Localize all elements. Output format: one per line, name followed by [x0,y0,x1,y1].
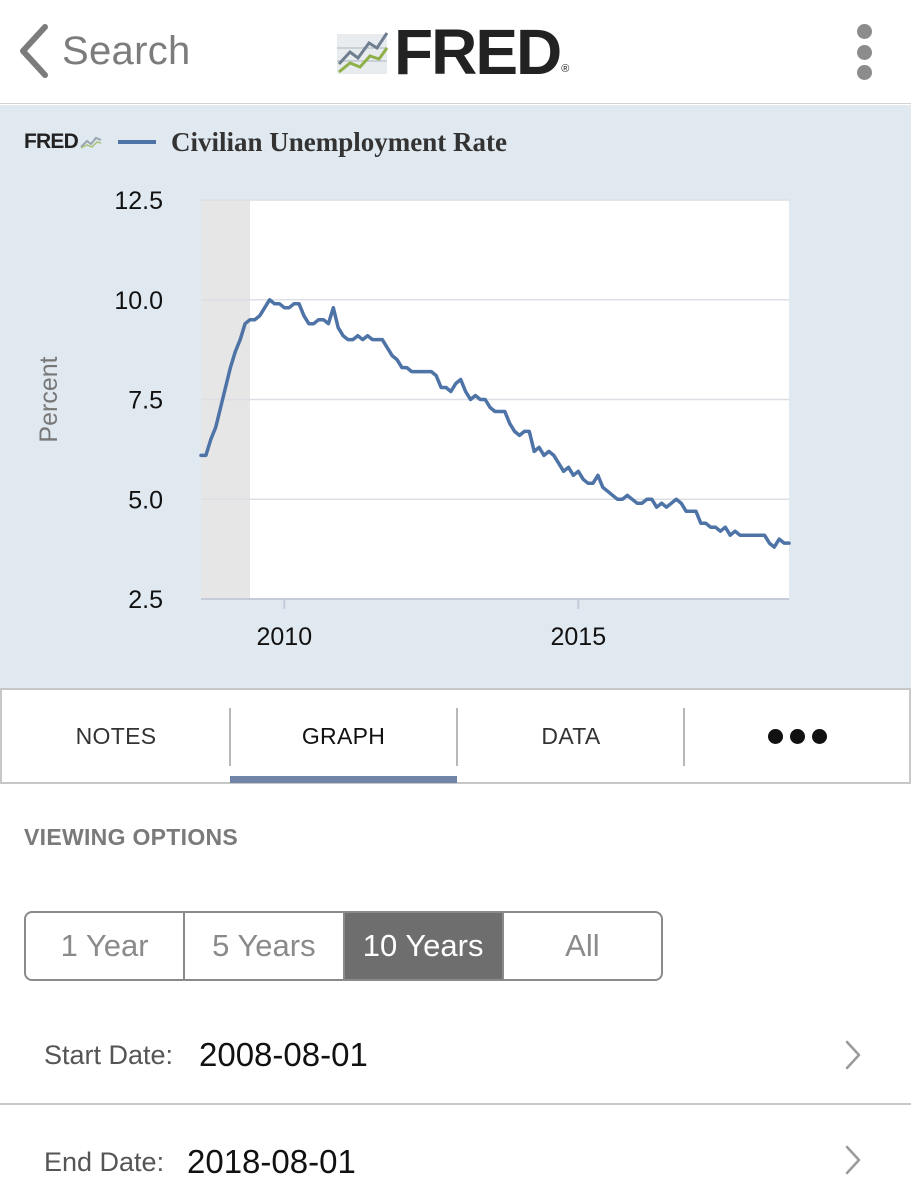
range-1-year[interactable]: 1 Year [26,913,186,979]
mini-chart-logo-icon [80,136,102,149]
y-tick-label: 2.5 [128,586,163,614]
menu-dot [856,65,872,80]
end-date-row[interactable]: End Date: 2018-08-01 [0,1105,911,1200]
chevron-right-icon [845,1040,861,1070]
tab-divider [456,708,458,766]
y-tick-label: 12.5 [114,187,163,215]
y-tick-label: 7.5 [128,387,163,415]
x-tick-label: 2010 [256,623,312,651]
x-tick-label: 2015 [550,623,606,651]
range-10-years[interactable]: 10 Years [344,913,504,979]
y-tick-label: 5.0 [128,486,163,514]
chevron-right-icon [845,1145,861,1175]
tab-more[interactable] [685,690,909,782]
unemployment-chart: 12.5 10.0 7.5 5.0 2.5 2010 2015 Percent [35,187,791,651]
tab-divider [229,708,231,766]
registered-mark: ® [561,63,570,75]
tab-bar: NOTES GRAPH DATA [0,688,911,784]
chart-header: FRED Civilian Unemployment Rate [24,125,507,159]
legend-line-swatch [117,140,156,144]
tab-notes[interactable]: NOTES [75,722,157,749]
back-button[interactable]: Search [18,22,191,80]
active-tab-indicator [230,776,457,783]
fred-chart-logo-icon [337,32,389,74]
tab-graph[interactable]: GRAPH [301,722,386,749]
row-divider [0,1103,911,1105]
y-axis-label: Percent [35,356,63,442]
chevron-left-icon [20,24,48,78]
tab-divider [683,708,685,766]
range-5-years[interactable]: 5 Years [185,913,345,979]
menu-dot [856,24,872,39]
tab-data[interactable]: DATA [541,722,601,749]
start-date-row[interactable]: Start Date: 2008-08-01 [0,1006,911,1102]
chart-panel: 12.5 10.0 7.5 5.0 2.5 2010 2015 Percent FRED Ci… [0,105,911,688]
chart-title: Civilian Unemployment Rate [170,126,507,157]
more-dots-icon [767,728,827,744]
range-selector: 1 Year 5 Years 10 Years All [24,911,663,981]
chart-fred-logo: FRED [24,130,79,153]
range-all[interactable]: All [565,928,600,963]
fred-logo: FRED ® [336,16,570,88]
menu-dot [856,44,872,60]
kebab-menu-icon[interactable] [846,20,882,84]
start-date-value: 2008-08-01 [199,1036,368,1073]
y-tick-label: 10.0 [114,287,163,315]
series-line [199,298,791,549]
viewing-options-label: VIEWING OPTIONS [24,824,239,850]
nav-bar: Search FRED ® [0,0,911,104]
end-date-label: End Date: [44,1147,165,1177]
fred-logo-text: FRED [394,16,562,88]
start-date-label: Start Date: [44,1040,174,1070]
end-date-value: 2018-08-01 [187,1143,356,1180]
back-label: Search [62,28,191,73]
